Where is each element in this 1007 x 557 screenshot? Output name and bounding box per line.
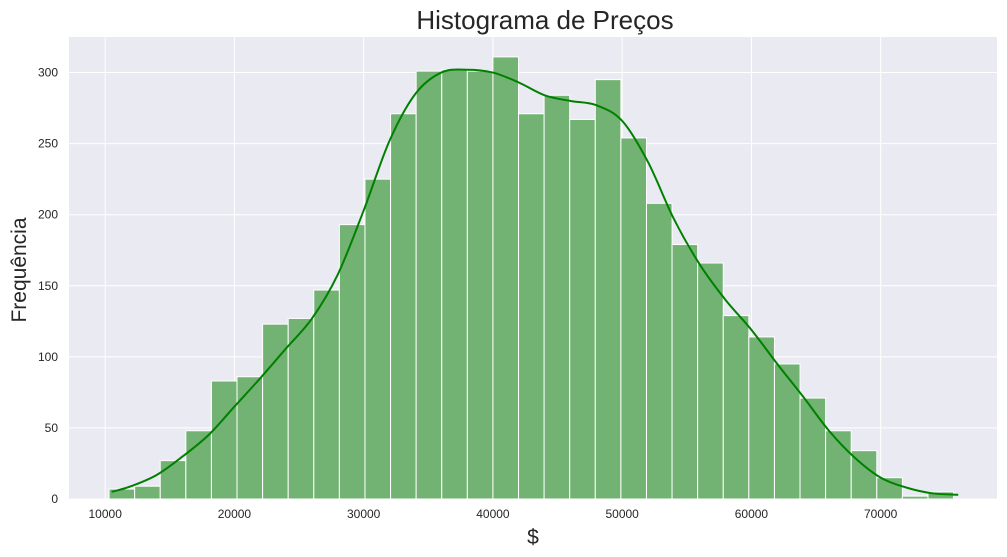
histogram-bar xyxy=(748,336,775,500)
x-axis-label: $ xyxy=(527,526,539,549)
histogram-bar xyxy=(390,113,417,500)
y-tick-label: 0 xyxy=(51,492,58,506)
x-tick-label: 40000 xyxy=(476,507,510,521)
histogram-bar xyxy=(620,137,647,500)
histogram-bar xyxy=(799,397,827,500)
x-tick-label: 70000 xyxy=(864,507,898,521)
histogram-bars xyxy=(108,56,955,500)
y-tick-label: 300 xyxy=(38,66,58,80)
histogram-bar xyxy=(262,323,289,500)
histogram-bar xyxy=(492,56,520,500)
x-tick-label: 30000 xyxy=(347,507,381,521)
histogram-bar xyxy=(773,363,801,500)
histogram-bar xyxy=(722,315,750,500)
histogram-bar xyxy=(697,262,724,500)
x-tick-label: 50000 xyxy=(605,507,639,521)
kde-curve xyxy=(111,68,959,496)
histogram-bar xyxy=(338,224,366,500)
histogram-bar xyxy=(518,113,545,500)
histogram-bar xyxy=(415,70,443,500)
histogram-bar xyxy=(466,70,494,500)
histogram-bar xyxy=(134,485,161,500)
y-tick-label: 100 xyxy=(38,350,58,364)
y-tick-label: 50 xyxy=(45,421,59,435)
y-axis-label: Frequência xyxy=(8,217,31,322)
histogram-bar xyxy=(594,79,622,500)
chart-title: Histograma de Preços xyxy=(416,5,673,35)
y-tick-label: 200 xyxy=(38,208,58,222)
x-tick-label: 20000 xyxy=(218,507,252,521)
histogram-bar xyxy=(287,317,315,500)
histogram-bar xyxy=(159,460,187,500)
histogram-bar xyxy=(645,202,673,500)
y-tick-label: 150 xyxy=(38,279,58,293)
histogram-bar xyxy=(210,380,238,500)
histogram-bar xyxy=(364,178,392,500)
histogram-bar xyxy=(876,477,903,500)
histogram-bar xyxy=(569,118,596,500)
histogram-bar xyxy=(543,94,571,500)
histogram-bar xyxy=(236,376,264,500)
histogram-bar xyxy=(901,495,929,500)
x-tick-label: 10000 xyxy=(89,507,123,521)
histogram-bar xyxy=(441,69,468,500)
y-axis-ticks: 0 50 100 150 200 250 300 xyxy=(38,66,58,506)
histogram-bar xyxy=(313,289,340,500)
x-tick-label: 60000 xyxy=(735,507,769,521)
x-axis-ticks: 10000 20000 30000 40000 50000 60000 70000 xyxy=(89,507,898,521)
histogram-bar xyxy=(185,430,212,500)
histogram-bar xyxy=(671,244,699,500)
y-tick-label: 250 xyxy=(38,137,58,151)
